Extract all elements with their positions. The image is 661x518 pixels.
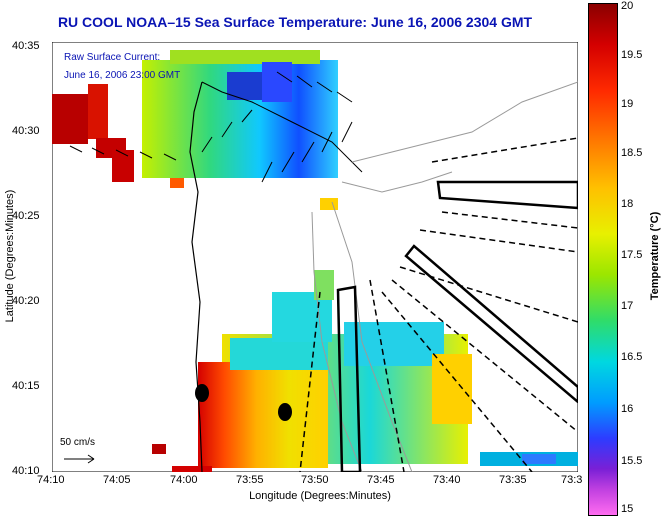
current-source-label: Raw Surface Current: — [64, 52, 161, 63]
y-tick-label: 40:15 — [12, 380, 40, 392]
lane-polygon — [436, 180, 578, 210]
current-timestamp: June 16, 2006 23:00 GMT — [64, 70, 181, 81]
lane-outlines — [299, 137, 578, 472]
x-tick-label: 73:3 — [561, 474, 583, 486]
x-tick-label: 73:55 — [236, 474, 264, 486]
colorbar-tick-label: 16 — [621, 403, 634, 415]
current-vectors — [69, 71, 353, 183]
x-tick-label: 73:50 — [301, 474, 329, 486]
colorbar-tick-label: 18.5 — [621, 147, 643, 159]
x-tick-label: 73:40 — [433, 474, 461, 486]
colorbar-tick-label: 19 — [621, 98, 634, 110]
lane-polygon — [404, 244, 578, 404]
isobath — [311, 211, 363, 472]
y-tick-label: 40:30 — [12, 125, 40, 137]
colorbar-label: Temperature (°C) — [649, 211, 661, 301]
sst-north-blob — [142, 50, 338, 210]
colorbar-tick-label: 20 — [621, 0, 634, 12]
colorbar-tick-label: 15.5 — [621, 455, 643, 467]
sst-northwest-patch — [52, 84, 184, 188]
x-tick-label: 74:00 — [170, 474, 198, 486]
y-tick-label: 40:25 — [12, 210, 40, 222]
isobath — [351, 81, 578, 163]
x-tick-label: 74:10 — [37, 474, 65, 486]
x-tick-label: 74:05 — [103, 474, 131, 486]
x-tick-label: 73:45 — [367, 474, 395, 486]
lane-polygon — [336, 285, 362, 472]
coastline — [189, 81, 203, 472]
station-marker — [195, 384, 209, 402]
scale-arrow — [64, 454, 95, 464]
colorbar-tick-label: 17.5 — [621, 249, 643, 261]
y-axis-label: Latitude (Degrees:Minutes) — [4, 189, 16, 323]
temperature-colorbar — [588, 3, 618, 516]
scale-label: 50 cm/s — [60, 437, 96, 448]
map-title: RU COOL NOAA–15 Sea Surface Temperature:… — [57, 14, 533, 30]
y-tick-label: 40:10 — [12, 465, 40, 477]
colorbar-tick-label: 15 — [621, 503, 634, 515]
y-tick-label: 40:35 — [12, 40, 40, 52]
sst-map — [52, 42, 578, 472]
y-tick-label: 40:20 — [12, 295, 40, 307]
colorbar-tick-label: 19.5 — [621, 49, 643, 61]
x-axis-label: Longitude (Degrees:Minutes) — [249, 490, 391, 502]
colorbar-tick-label: 16.5 — [621, 351, 643, 363]
isobath — [341, 171, 453, 193]
x-tick-label: 73:35 — [499, 474, 527, 486]
station-marker — [278, 403, 292, 421]
colorbar-tick-label: 17 — [621, 300, 634, 312]
colorbar-tick-label: 18 — [621, 198, 634, 210]
